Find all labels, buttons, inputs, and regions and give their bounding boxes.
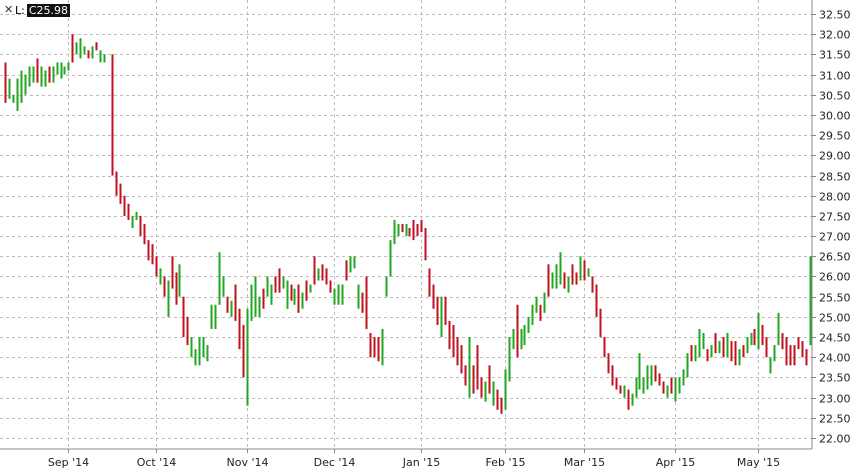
y-tick-label: 27.50 xyxy=(819,211,851,224)
y-tick-label: 22.50 xyxy=(819,413,851,426)
x-tick-label: Apr '15 xyxy=(656,456,696,469)
x-tick-label: Jan '15 xyxy=(402,456,440,469)
y-tick-label: 26.00 xyxy=(819,271,851,284)
legend-symbol: L: xyxy=(15,3,25,17)
y-tick-label: 26.50 xyxy=(819,251,851,264)
y-tick-label: 22.00 xyxy=(819,433,851,446)
y-tick-label: 32.50 xyxy=(819,9,851,22)
y-tick-label: 25.00 xyxy=(819,312,851,325)
gridlines xyxy=(0,0,812,449)
x-tick-label: Oct '14 xyxy=(137,456,177,469)
y-tick-label: 28.50 xyxy=(819,171,851,184)
y-axis-ticks: 22.00 22.50 23.00 23.50 24.00 24.50 25.00 25.50… xyxy=(812,9,851,446)
y-tick-label: 31.00 xyxy=(819,70,851,83)
y-tick-label: 24.50 xyxy=(819,332,851,345)
y-tick-label: 28.00 xyxy=(819,191,851,204)
legend: ✕ L: C25.98 xyxy=(4,3,71,17)
x-axis-ticks: Sep '14 Oct '14 Nov '14 Dec '14 Jan '15 Feb '… xyxy=(48,449,780,469)
y-tick-label: 32.00 xyxy=(819,29,851,42)
x-tick-label: May '15 xyxy=(737,456,780,469)
y-tick-label: 23.00 xyxy=(819,393,851,406)
x-tick-label: Feb '15 xyxy=(486,456,526,469)
y-tick-label: 29.50 xyxy=(819,130,851,143)
x-tick-label: Dec '14 xyxy=(314,456,356,469)
x-tick-label: Sep '14 xyxy=(48,456,89,469)
ohlc-bars xyxy=(4,34,812,414)
y-tick-label: 24.00 xyxy=(819,352,851,365)
y-tick-label: 27.00 xyxy=(819,231,851,244)
y-tick-label: 23.50 xyxy=(819,372,851,385)
y-tick-label: 31.50 xyxy=(819,49,851,62)
x-tick-label: Nov '14 xyxy=(227,456,269,469)
close-x-icon[interactable]: ✕ xyxy=(4,3,14,16)
y-tick-label: 30.50 xyxy=(819,90,851,103)
x-tick-label: Mar '15 xyxy=(564,456,605,469)
legend-value: C25.98 xyxy=(26,3,71,17)
y-tick-label: 30.00 xyxy=(819,110,851,123)
y-tick-label: 25.50 xyxy=(819,292,851,305)
y-tick-label: 29.00 xyxy=(819,150,851,163)
